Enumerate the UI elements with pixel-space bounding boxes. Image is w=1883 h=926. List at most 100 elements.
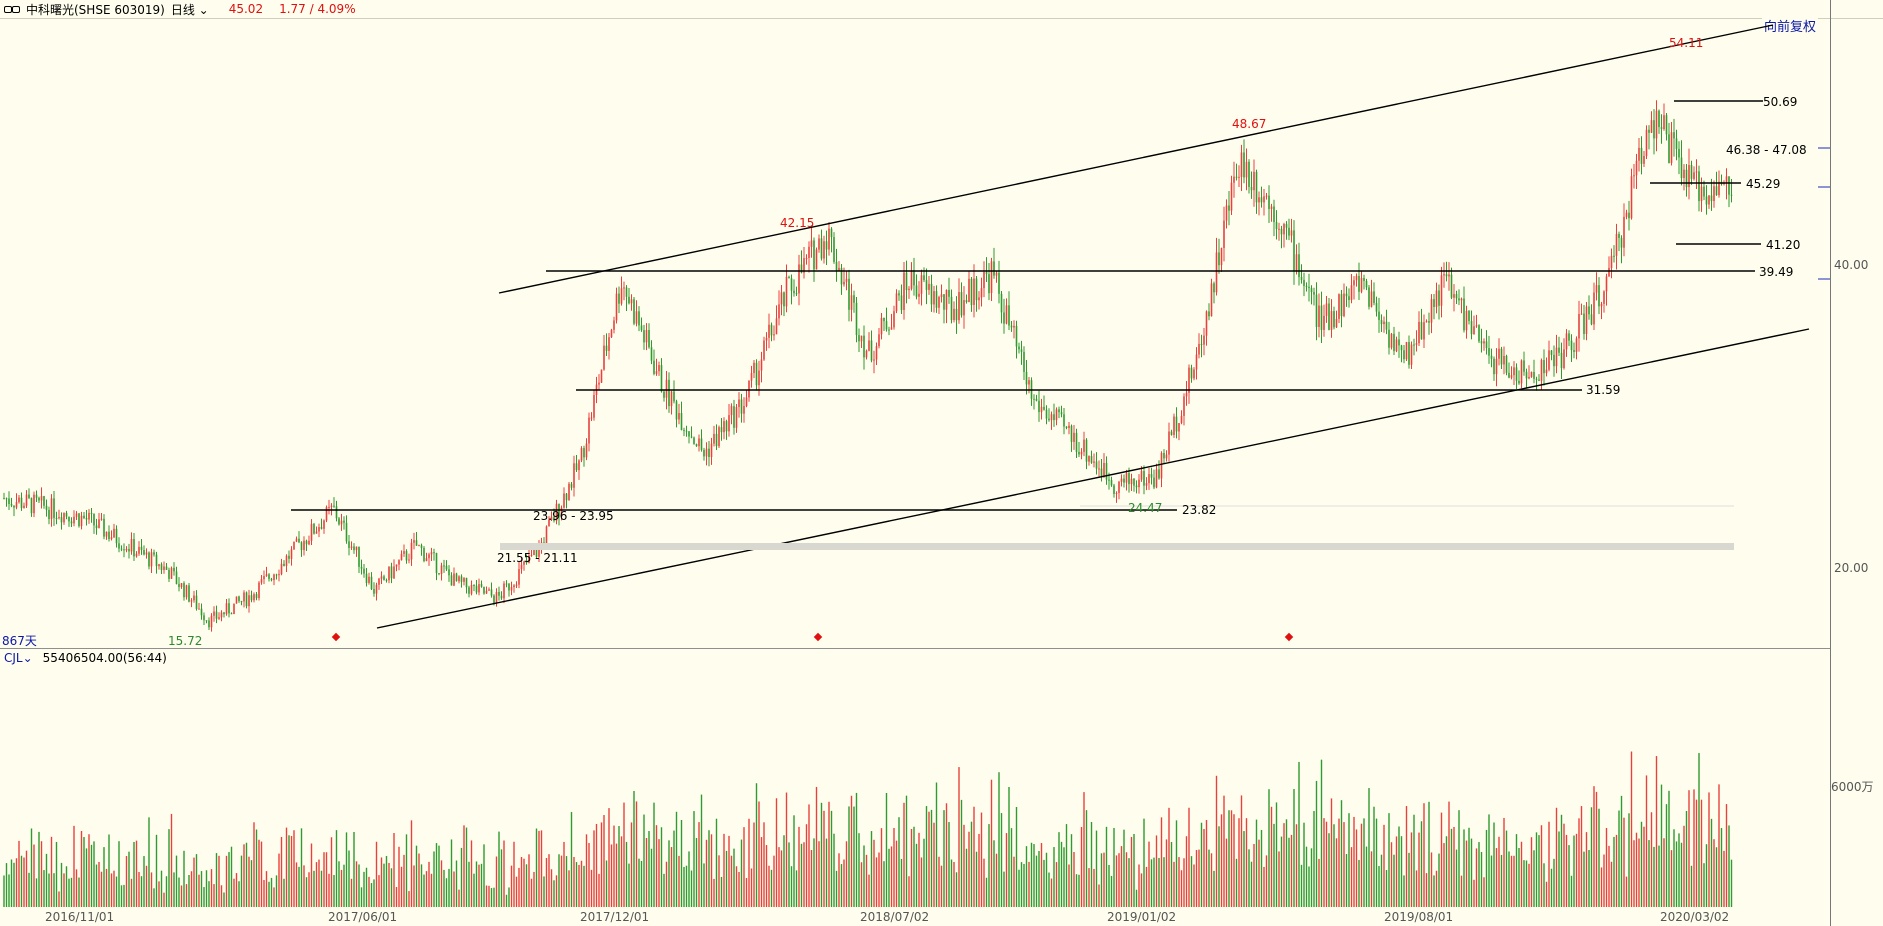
candle-body	[1585, 306, 1588, 334]
volume-bar	[403, 854, 405, 907]
candle-body	[898, 293, 900, 296]
volume-bar	[983, 858, 985, 907]
candle-body	[933, 291, 935, 305]
candle-body	[525, 561, 528, 563]
candle-body	[1383, 321, 1385, 325]
candle-body	[1725, 176, 1728, 183]
volume-bar	[685, 865, 688, 907]
volume-bar	[563, 841, 565, 907]
volume-bar	[1413, 814, 1415, 907]
candle-body	[98, 519, 100, 528]
candle-body	[213, 611, 215, 616]
candle-body	[413, 540, 415, 543]
volume-bar	[1530, 837, 1533, 907]
volume-bar	[115, 876, 118, 907]
volume-bar	[640, 860, 643, 907]
candle-body	[1433, 299, 1435, 307]
candle-body	[1730, 194, 1733, 196]
volume-bar	[253, 822, 255, 907]
candle-body	[1080, 451, 1083, 455]
candle-body	[790, 278, 793, 291]
candle-body	[188, 585, 190, 602]
candle-body	[463, 577, 465, 582]
candle-body	[1678, 148, 1680, 158]
volume-bar	[1423, 803, 1425, 907]
candle-body	[1470, 320, 1473, 335]
volume-bar	[710, 834, 713, 907]
candle-body	[1145, 483, 1148, 486]
volume-bar	[595, 823, 598, 907]
candle-body	[1590, 314, 1593, 325]
volume-bar	[1473, 879, 1475, 907]
candle-body	[818, 238, 820, 250]
candle-body	[748, 380, 750, 398]
candle-body	[500, 595, 503, 599]
volume-bar	[1368, 788, 1370, 907]
volume-bar	[888, 848, 890, 907]
volume-bar	[655, 825, 658, 907]
candle-body	[415, 540, 418, 546]
candle-body	[1543, 360, 1545, 374]
volume-bar	[913, 826, 915, 907]
volume-bar	[1300, 864, 1303, 907]
candle-body	[443, 565, 445, 567]
candle-body	[1058, 409, 1060, 413]
candle-body	[350, 546, 353, 548]
volume-bar	[343, 864, 345, 907]
volume-bar	[1700, 799, 1703, 907]
volume-bar	[1643, 826, 1645, 907]
candle-body	[80, 515, 83, 527]
volume-bar	[958, 767, 960, 907]
candle-body	[1643, 155, 1645, 164]
candle-body	[1558, 347, 1560, 353]
volume-bar	[760, 837, 763, 907]
volume-bar	[925, 806, 928, 907]
volume-bar	[1345, 854, 1348, 907]
candle-body	[660, 365, 663, 392]
volume-bar	[1230, 810, 1233, 907]
candle-body	[1493, 358, 1495, 375]
volume-bar	[1193, 864, 1195, 907]
volume-bar	[1380, 854, 1383, 907]
adjust-mode-button[interactable]: 向前复权	[1761, 16, 1818, 35]
candle-body	[310, 523, 313, 541]
link-icon[interactable]	[4, 5, 20, 13]
candle-body	[640, 325, 643, 331]
volume-bar	[1680, 842, 1683, 907]
volume-bar	[220, 885, 223, 907]
volume-bar	[1618, 810, 1620, 907]
level-label: 23.96 - 23.95	[533, 509, 614, 523]
candle-body	[135, 553, 138, 557]
candle-body	[1660, 127, 1663, 130]
period-selector[interactable]: 日线 ⌄	[171, 1, 209, 18]
candle-body	[960, 292, 963, 316]
candle-body	[940, 294, 943, 298]
candle-body	[175, 571, 178, 584]
volume-bar	[900, 858, 903, 907]
volume-bar	[1203, 829, 1205, 907]
volume-bar	[1073, 851, 1075, 907]
candle-body	[445, 565, 448, 570]
candle-body	[280, 563, 283, 575]
volume-bar	[130, 878, 133, 907]
volume-bar	[240, 855, 243, 907]
candle-body	[630, 299, 633, 304]
candle-body	[653, 360, 655, 374]
volume-bar	[423, 874, 425, 907]
volume-bar	[1535, 832, 1538, 907]
volume-bar	[698, 822, 700, 907]
volume-bar	[1285, 819, 1288, 907]
candle-body	[1555, 347, 1558, 367]
volume-bar	[28, 872, 30, 907]
volume-indicator-selector[interactable]: CJL⌄	[4, 651, 33, 665]
candle-body	[48, 509, 50, 520]
candle-body	[635, 311, 638, 324]
candle-body	[625, 287, 628, 297]
volume-bar	[1590, 807, 1593, 907]
candle-body	[1118, 481, 1120, 493]
candle-body	[1318, 305, 1320, 327]
candle-body	[225, 603, 228, 615]
volume-bar	[1325, 821, 1328, 907]
candle-body	[423, 547, 425, 562]
